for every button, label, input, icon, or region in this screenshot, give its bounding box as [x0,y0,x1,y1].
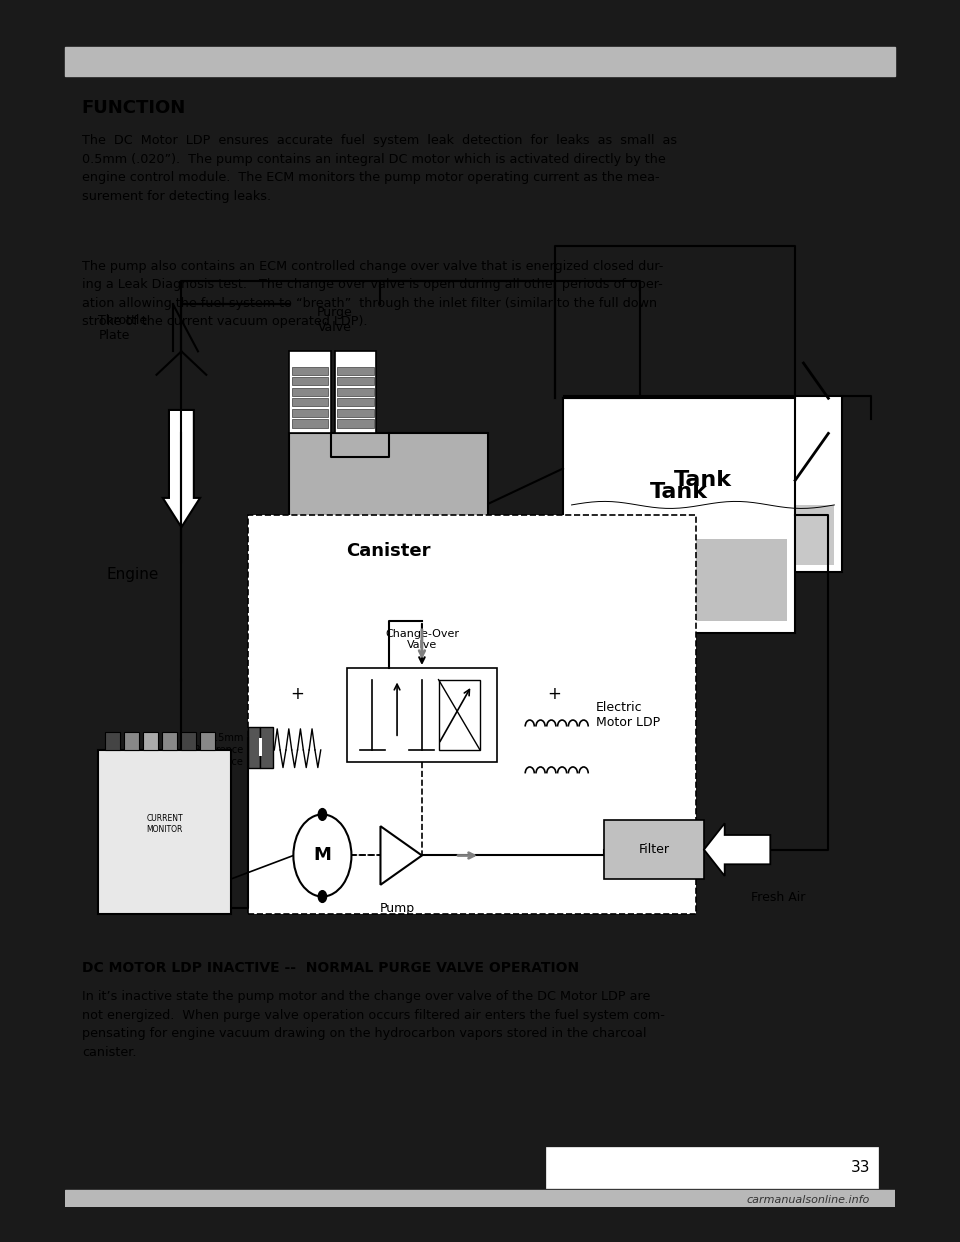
Text: Fresh Air: Fresh Air [752,891,805,904]
Text: Pump: Pump [379,903,415,915]
Text: FUNCTION: FUNCTION [82,99,186,117]
Text: Canister: Canister [347,542,431,560]
Bar [571,505,834,565]
Text: Throttle
Plate: Throttle Plate [99,314,148,342]
Bar [292,399,328,406]
Bar [258,738,262,756]
Circle shape [319,809,326,820]
Text: DC MOTOR LDP INACTIVE --  NORMAL PURGE VALVE OPERATION: DC MOTOR LDP INACTIVE -- NORMAL PURGE VA… [82,961,579,975]
Bar [337,399,373,406]
Text: Engine: Engine [107,566,159,581]
Bar [260,727,273,768]
Bar [99,750,231,914]
Circle shape [113,853,133,882]
Text: Purge
Valve: Purge Valve [317,306,352,334]
Text: M: M [314,847,331,864]
Bar [337,420,373,427]
Bar [289,351,330,433]
Text: Filter: Filter [638,843,670,856]
Text: 4: 4 [149,738,153,744]
Bar [292,388,328,396]
Circle shape [197,853,216,882]
Text: 0.5mm
Reference
Orifice: 0.5mm Reference Orifice [194,733,244,766]
Text: Tank: Tank [650,482,708,502]
Bar [289,433,489,668]
Bar [348,668,496,761]
Text: 33: 33 [851,1160,870,1175]
Bar [65,1190,895,1207]
Bar [337,388,373,396]
Text: 5: 5 [130,738,133,744]
Text: 1: 1 [205,738,210,744]
Bar [337,366,373,375]
Bar [105,733,120,750]
Bar [162,733,178,750]
Text: Change-Over
Valve: Change-Over Valve [385,628,459,651]
Bar [292,420,328,427]
Bar [248,515,696,914]
Text: +: + [291,686,304,703]
Text: 6: 6 [110,738,115,744]
Bar [124,733,139,750]
Bar [248,727,260,768]
Text: 3: 3 [168,738,172,744]
Polygon shape [380,826,422,884]
Bar [337,409,373,417]
Bar [65,46,895,76]
Bar [563,399,795,632]
Circle shape [319,891,326,903]
Text: Electric
Motor LDP: Electric Motor LDP [596,700,660,729]
Bar [605,820,704,879]
Bar [571,539,787,621]
FancyArrow shape [704,823,770,876]
Bar [335,351,376,433]
Text: +: + [548,686,562,703]
Bar [201,733,215,750]
Text: Tank: Tank [674,471,732,491]
Text: The pump also contains an ECM controlled change over valve that is energized clo: The pump also contains an ECM controlled… [82,260,663,328]
Bar [564,396,842,571]
Text: 2: 2 [186,738,191,744]
Bar [292,366,328,375]
Bar [337,378,373,385]
Bar [181,733,197,750]
Text: CURRENT
MONITOR: CURRENT MONITOR [147,815,183,833]
Bar [292,378,328,385]
Bar [546,1148,878,1189]
Circle shape [294,815,351,897]
Bar [292,409,328,417]
Text: The  DC  Motor  LDP  ensures  accurate  fuel  system  leak  detection  for  leak: The DC Motor LDP ensures accurate fuel s… [82,134,677,202]
Bar [143,733,158,750]
Text: carmanualsonline.info: carmanualsonline.info [747,1195,870,1205]
Text: In it’s inactive state the pump motor and the change over valve of the DC Motor : In it’s inactive state the pump motor an… [82,990,664,1059]
Bar [439,679,480,750]
FancyArrow shape [163,410,200,527]
